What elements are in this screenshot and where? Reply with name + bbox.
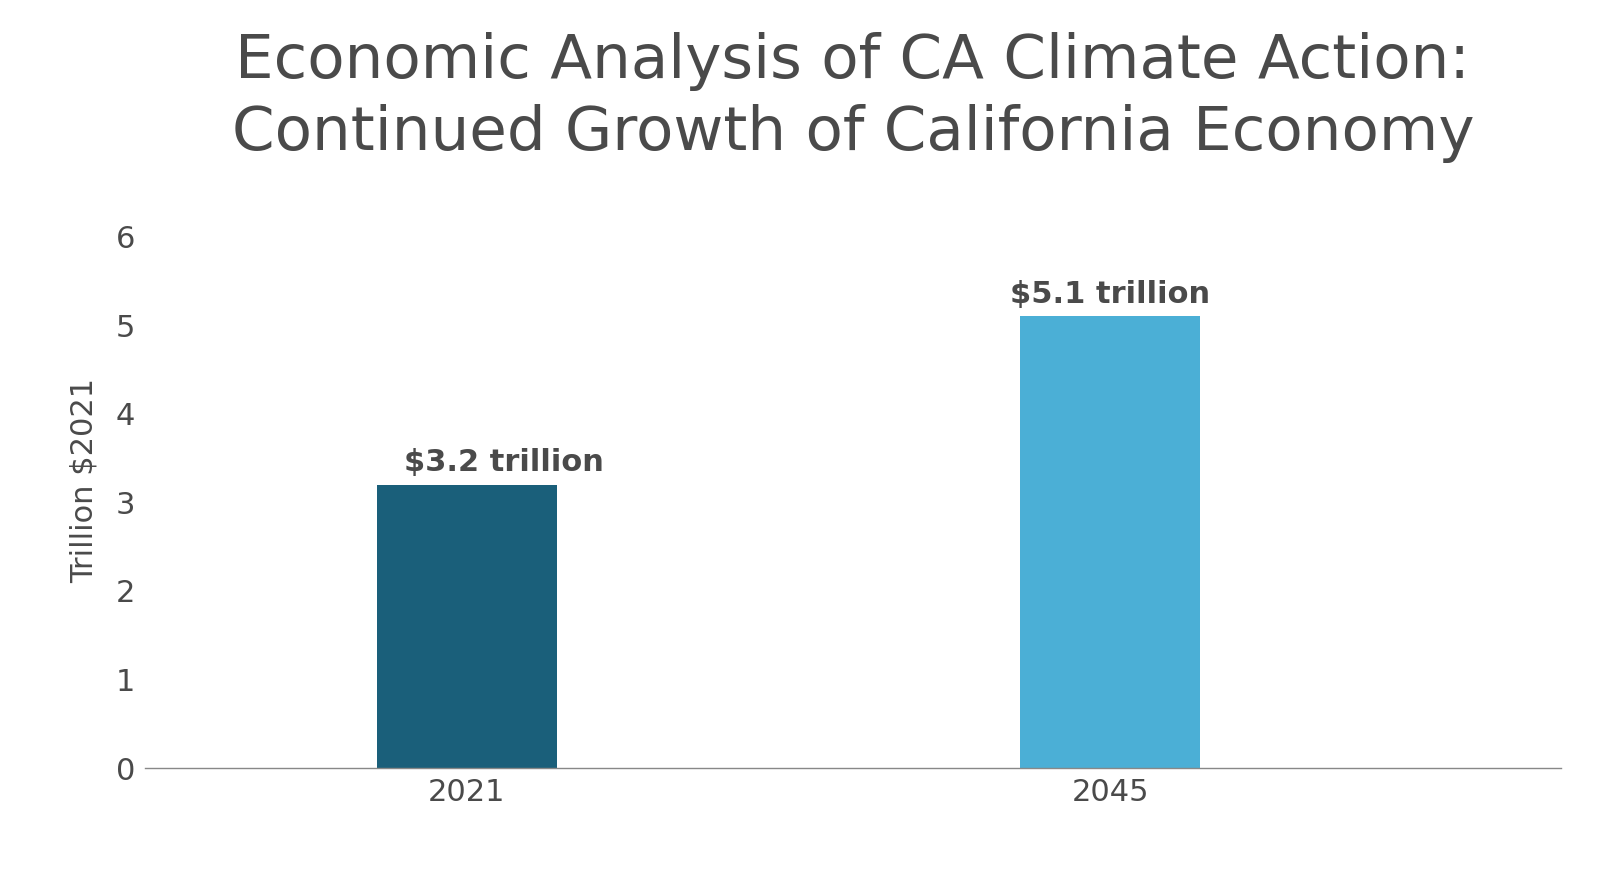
Text: $5.1 trillion: $5.1 trillion [1010, 280, 1210, 309]
Bar [1020, 316, 1200, 768]
Y-axis label: Trillion $2021: Trillion $2021 [69, 378, 98, 582]
Text: $3.2 trillion: $3.2 trillion [404, 449, 603, 478]
Title: Economic Analysis of CA Climate Action:
Continued Growth of California Economy: Economic Analysis of CA Climate Action: … [232, 31, 1474, 163]
Bar [377, 485, 557, 768]
